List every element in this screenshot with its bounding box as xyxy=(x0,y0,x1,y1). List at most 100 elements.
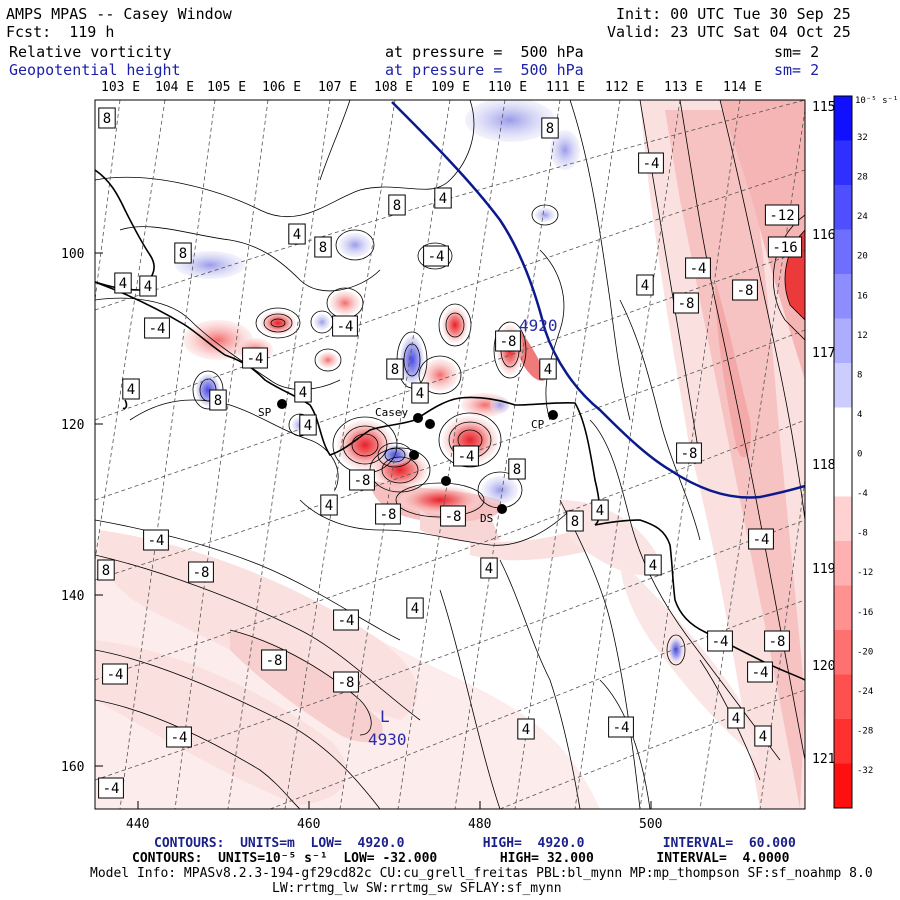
contour-label: -8 xyxy=(440,505,466,527)
contour-label: 4 xyxy=(114,272,132,294)
svg-text:-4: -4 xyxy=(149,321,166,337)
contour-label: 8 xyxy=(508,458,526,480)
contour-label: 4 xyxy=(288,223,306,245)
svg-text:-8: -8 xyxy=(681,446,698,462)
svg-text:4: 4 xyxy=(127,382,135,398)
svg-text:-4: -4 xyxy=(107,667,124,683)
contour-labels: 8 8 8 8 8 8 8 8 8 8 4 4 4 4 4 4 4 4 4 4 4 4 4 4 4 4 4 4 -4 -4 -4 -4 -4 -4… xyxy=(97,107,803,799)
lon-label: 107 E xyxy=(318,80,357,95)
field2-name: Geopotential height xyxy=(9,61,181,79)
svg-text:4: 4 xyxy=(522,722,530,738)
svg-text:4: 4 xyxy=(304,418,312,434)
svg-text:4: 4 xyxy=(416,386,424,402)
lon-label: 111 E xyxy=(546,80,585,95)
station-marker[interactable] xyxy=(409,450,419,460)
height-labels: 4920 L 4930 xyxy=(368,316,558,749)
colorbar-segment xyxy=(834,229,852,275)
colorbar-tick-label: -8 xyxy=(857,529,868,539)
station-marker[interactable] xyxy=(425,419,435,429)
contour-label: -8 xyxy=(676,442,702,464)
contour-label: 4 xyxy=(636,274,654,296)
svg-text:8: 8 xyxy=(393,198,401,214)
contour-label: -4 xyxy=(685,257,711,279)
station-marker[interactable] xyxy=(277,399,287,409)
station-marker[interactable] xyxy=(497,504,507,514)
svg-text:-12: -12 xyxy=(769,208,794,224)
field1-name: Relative vorticity xyxy=(9,43,172,61)
station-marker[interactable] xyxy=(441,476,451,486)
colorbar-segment xyxy=(834,407,852,453)
svg-text:4: 4 xyxy=(544,362,552,378)
station-marker[interactable] xyxy=(413,413,423,423)
station-label-casey: Casey xyxy=(375,406,408,419)
svg-text:4: 4 xyxy=(439,191,447,207)
height-label: 4930 xyxy=(368,730,407,749)
contour-label: -4 xyxy=(143,529,169,551)
svg-text:-4: -4 xyxy=(690,261,707,277)
low-center-marker: L xyxy=(380,707,390,726)
contour-label: 8 xyxy=(98,107,116,129)
svg-text:-4: -4 xyxy=(712,634,729,650)
svg-text:8: 8 xyxy=(214,393,222,409)
svg-text:4: 4 xyxy=(299,385,307,401)
colorbar-segment xyxy=(834,452,852,497)
colorbar-segment xyxy=(834,674,852,720)
contour-label: 8 xyxy=(209,389,227,411)
svg-text:4: 4 xyxy=(119,276,127,292)
colorbar-tick-label: 24 xyxy=(857,212,868,222)
top-longitude-labels: 103 E 104 E 105 E 106 E 107 E 108 E 109 … xyxy=(101,80,762,95)
svg-text:-4: -4 xyxy=(247,351,264,367)
height-label: 4920 xyxy=(519,316,558,335)
contour-label: -4 xyxy=(453,445,479,467)
svg-text:8: 8 xyxy=(179,246,187,262)
footer-vorticity-contours: CONTOURS: UNITS=10⁻⁵ s⁻¹ LOW= -32.000 HI… xyxy=(132,851,790,866)
colorbar-segment xyxy=(834,630,852,675)
contour-label: -4 xyxy=(333,609,359,631)
colorbar-segment xyxy=(834,763,852,809)
lon-label: 108 E xyxy=(374,80,413,95)
colorbar-unit: 10⁻⁵ s⁻¹ xyxy=(855,96,898,106)
contour-label: -8 xyxy=(732,279,758,301)
contour-label: -4 xyxy=(98,777,124,799)
svg-text:-8: -8 xyxy=(500,334,517,350)
footer-physics-info: LW:rrtmg_lw SW:rrtmg_sw SFLAY:sf_mynn xyxy=(272,881,562,896)
contour-label: -12 xyxy=(764,204,800,226)
contour-label: -4 xyxy=(332,315,358,337)
svg-text:4: 4 xyxy=(485,561,493,577)
colorbar-segment xyxy=(834,318,852,364)
colorbar-segment xyxy=(834,719,852,764)
axis-ticks xyxy=(95,252,652,809)
lon-label: 110 E xyxy=(488,80,527,95)
contour-label: -4 xyxy=(747,661,773,683)
lon-label: 105 E xyxy=(207,80,246,95)
footer-height-contours: CONTOURS: UNITS=m LOW= 4920.0 HIGH= 4920… xyxy=(154,836,796,851)
contour-label: -8 xyxy=(333,671,359,693)
colorbar-segment xyxy=(834,96,852,141)
colorbar-tick-label: 12 xyxy=(857,331,868,341)
svg-text:4: 4 xyxy=(759,729,767,745)
svg-text:-8: -8 xyxy=(338,675,355,691)
station-label-cp: CP xyxy=(531,418,545,431)
contour-label: -4 xyxy=(242,347,268,369)
x-tick-label: 500 xyxy=(639,817,662,832)
svg-text:-8: -8 xyxy=(354,473,371,489)
colorbar-segment xyxy=(834,185,852,230)
station-marker[interactable] xyxy=(548,410,558,420)
y-tick-label: 100 xyxy=(61,247,84,262)
svg-text:4: 4 xyxy=(293,227,301,243)
colorbar-segment xyxy=(834,274,852,319)
lon-label: 113 E xyxy=(664,80,703,95)
svg-text:4: 4 xyxy=(144,279,152,295)
tick-labels: 100 120 140 160 440 460 480 500 xyxy=(61,247,662,832)
contour-label: -8 xyxy=(188,561,214,583)
colorbar-tick-label: -20 xyxy=(857,647,873,657)
colorbar-tick-label: -32 xyxy=(857,766,873,776)
stations: Casey CP SP DS xyxy=(258,399,558,525)
lon-label: 103 E xyxy=(101,80,140,95)
colorbar-tick-label: 28 xyxy=(857,173,868,183)
colorbar-tick-label: -24 xyxy=(857,687,873,697)
contour-label: 4 xyxy=(517,718,535,740)
svg-text:4: 4 xyxy=(732,711,740,727)
lon-label: 114 E xyxy=(723,80,762,95)
colorbar-segment xyxy=(834,541,852,586)
